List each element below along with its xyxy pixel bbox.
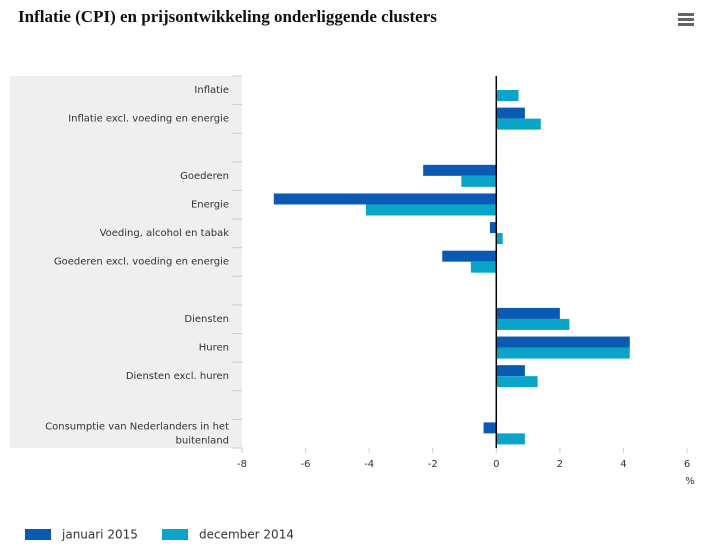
bar — [470, 261, 497, 273]
bar — [483, 422, 497, 434]
x-tick-label: -4 — [364, 459, 374, 470]
bar — [496, 118, 541, 130]
x-tick-label: -2 — [428, 459, 438, 470]
bar — [496, 318, 570, 330]
x-tick-label: 6 — [684, 459, 690, 470]
bar — [496, 365, 525, 377]
category-label: Consumptie van Nederlanders in het buiten… — [45, 421, 229, 446]
x-tick-label: -6 — [301, 459, 311, 470]
menu-bar[interactable] — [678, 13, 694, 16]
x-tick-label: 2 — [557, 459, 563, 470]
bar — [489, 222, 497, 234]
legend-label: december 2014 — [199, 528, 294, 542]
category-label: Diensten — [184, 314, 229, 325]
bar — [273, 193, 497, 205]
legend-label: januari 2015 — [61, 528, 138, 542]
bar — [461, 175, 497, 187]
bar — [496, 347, 630, 359]
category-label: Energie — [191, 199, 229, 210]
category-label: Voeding, alcohol en tabak — [100, 228, 230, 239]
menu-icon[interactable] — [678, 13, 694, 26]
category-label: Goederen excl. voeding en energie — [54, 257, 229, 268]
bar — [496, 90, 519, 101]
menu-bar[interactable] — [678, 23, 694, 26]
bar — [365, 204, 497, 216]
label-panel — [10, 76, 242, 448]
x-axis-label: % — [685, 476, 695, 487]
legend-swatch — [25, 529, 51, 540]
legend-swatch — [162, 529, 188, 540]
bar — [496, 376, 538, 388]
bar — [423, 164, 497, 176]
bar — [496, 307, 560, 319]
category-label: Goederen — [180, 171, 229, 182]
x-tick-label: -8 — [237, 459, 247, 470]
bar — [496, 433, 525, 445]
bar — [496, 107, 525, 119]
chart-title: Inflatie (CPI) en prijsontwikkeling onde… — [18, 7, 437, 26]
x-tick-label: 4 — [620, 459, 626, 470]
category-label: Huren — [199, 343, 229, 354]
bar — [496, 336, 630, 348]
x-tick-label: 0 — [493, 459, 499, 470]
category-label: Inflatie — [194, 85, 229, 96]
menu-bar[interactable] — [678, 18, 694, 21]
bar — [496, 233, 503, 245]
category-label: Diensten excl. huren — [126, 371, 229, 382]
bar — [442, 250, 497, 262]
category-label: Inflatie excl. voeding en energie — [68, 114, 229, 125]
